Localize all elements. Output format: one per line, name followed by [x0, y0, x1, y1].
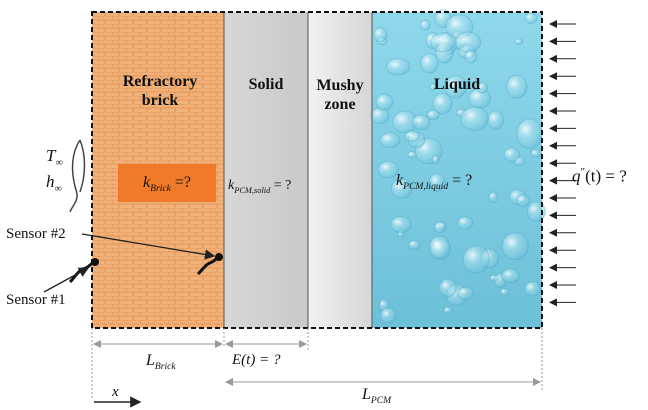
liquid-droplet	[431, 155, 440, 165]
convection-icon	[69, 139, 86, 213]
front-position-label: E(t) = ?	[232, 352, 281, 368]
solid-conductivity-subscript: PCM,solid	[234, 185, 271, 195]
liquid-droplet	[390, 178, 413, 199]
sensor-2-icon	[196, 253, 223, 276]
liquid-droplet	[373, 27, 388, 43]
brick-label-line2: brick	[141, 92, 179, 109]
brick-conductivity-box: kBrick =?	[118, 164, 216, 202]
liquid-droplet	[477, 81, 489, 94]
liquid-droplet	[443, 306, 453, 315]
sensor-1-label: Sensor #1	[6, 292, 66, 308]
heat-flux-prime: ″	[580, 166, 586, 178]
liquid-droplet	[407, 239, 421, 250]
liquid-droplet	[530, 148, 542, 158]
mushy-label-line2: zone	[324, 96, 356, 113]
liquid-droplet	[454, 31, 482, 53]
pcm-length-symbol: L	[362, 386, 371, 403]
domain-border	[91, 11, 543, 329]
heat-flux-symbol: q	[572, 166, 581, 186]
liquid-conductivity-symbol: k	[396, 172, 404, 189]
solid-conductivity-label: kPCM,solid = ?	[228, 178, 291, 195]
pcm-length-subscript: PCM	[370, 395, 392, 407]
liquid-droplet	[524, 281, 542, 297]
liquid-droplet	[432, 92, 453, 115]
liquid-droplet	[429, 83, 438, 91]
liquid-droplet	[433, 221, 446, 234]
pcm-length-label: LPCM	[362, 386, 391, 406]
liquid-droplet	[404, 130, 421, 142]
liquid-conductivity-suffix: = ?	[448, 172, 473, 189]
liquid-droplet	[501, 268, 520, 284]
liquid-droplet	[428, 235, 451, 259]
liquid-droplet	[457, 286, 475, 300]
liquid-droplet	[514, 38, 524, 45]
liquid-droplet	[516, 194, 530, 207]
liquid-droplet	[426, 109, 440, 121]
liquid-droplet	[430, 32, 456, 53]
liquid-droplet	[499, 287, 510, 297]
liquid-droplet	[420, 53, 440, 74]
solid-region	[224, 12, 308, 328]
liquid-droplet	[385, 57, 411, 76]
mushy-region	[308, 12, 372, 328]
liquid-droplet	[462, 245, 490, 274]
brick-conductivity-suffix: =?	[170, 174, 191, 191]
liquid-droplet	[506, 74, 528, 99]
ambient-h-label: h∞	[46, 172, 62, 194]
x-axis-label: x	[112, 384, 119, 400]
sensor-1-leader	[43, 267, 90, 293]
liquid-droplet	[464, 49, 478, 64]
liquid-droplet	[503, 147, 521, 163]
liquid-droplet	[489, 274, 499, 282]
solid-conductivity-symbol: k	[228, 178, 235, 193]
liquid-conductivity-label: kPCM,liquid = ?	[396, 172, 472, 192]
solid-label: Solid	[248, 76, 284, 93]
liquid-droplet	[390, 215, 412, 234]
ambient-temperature-subscript: ∞	[55, 157, 63, 169]
liquid-droplet	[488, 191, 499, 203]
mushy-label-line1: Mushy	[316, 77, 364, 94]
heat-flux-label: q″(t) = ?	[572, 166, 627, 187]
flux-arrows	[549, 20, 576, 307]
brick-label-line1: Refractory	[122, 73, 198, 90]
brick-length-label: LBrick	[146, 352, 176, 372]
liquid-label: Liquid	[433, 76, 481, 93]
sensor-2-label: Sensor #2	[6, 226, 66, 242]
liquid-droplet	[411, 114, 431, 131]
liquid-droplet	[524, 12, 538, 24]
brick-conductivity-subscript: Brick	[150, 183, 171, 195]
liquid-droplet	[379, 307, 397, 324]
liquid-droplet	[460, 106, 489, 132]
liquid-droplet	[444, 75, 468, 99]
brick-length-subscript: Brick	[154, 361, 176, 373]
brick-label: Refractory brick	[100, 72, 220, 110]
mushy-label: Mushy zone	[308, 76, 372, 114]
heat-flux-suffix: (t) = ?	[585, 166, 627, 186]
liquid-droplets	[370, 9, 546, 324]
brick-length-symbol: L	[146, 352, 155, 369]
ambient-h-symbol: h	[46, 172, 55, 191]
liquid-droplet	[419, 19, 431, 31]
liquid-conductivity-subscript: PCM,liquid	[403, 181, 449, 193]
liquid-droplet	[487, 110, 505, 130]
solid-conductivity-suffix: = ?	[270, 178, 292, 193]
liquid-droplet	[377, 160, 400, 179]
ambient-temperature-label: T∞	[46, 146, 63, 168]
liquid-droplet	[457, 216, 474, 230]
sensor-2-leader	[81, 233, 216, 260]
liquid-droplet	[526, 201, 546, 223]
ambient-h-subscript: ∞	[54, 183, 62, 195]
liquid-droplet	[516, 118, 543, 150]
brick-conductivity-symbol: k	[142, 174, 151, 191]
liquid-droplet	[375, 93, 394, 111]
ambient-temperature-symbol: T	[46, 146, 56, 165]
liquid-droplet	[501, 232, 530, 261]
liquid-droplet	[428, 172, 446, 192]
liquid-droplet	[438, 278, 457, 298]
liquid-droplet	[379, 132, 401, 149]
